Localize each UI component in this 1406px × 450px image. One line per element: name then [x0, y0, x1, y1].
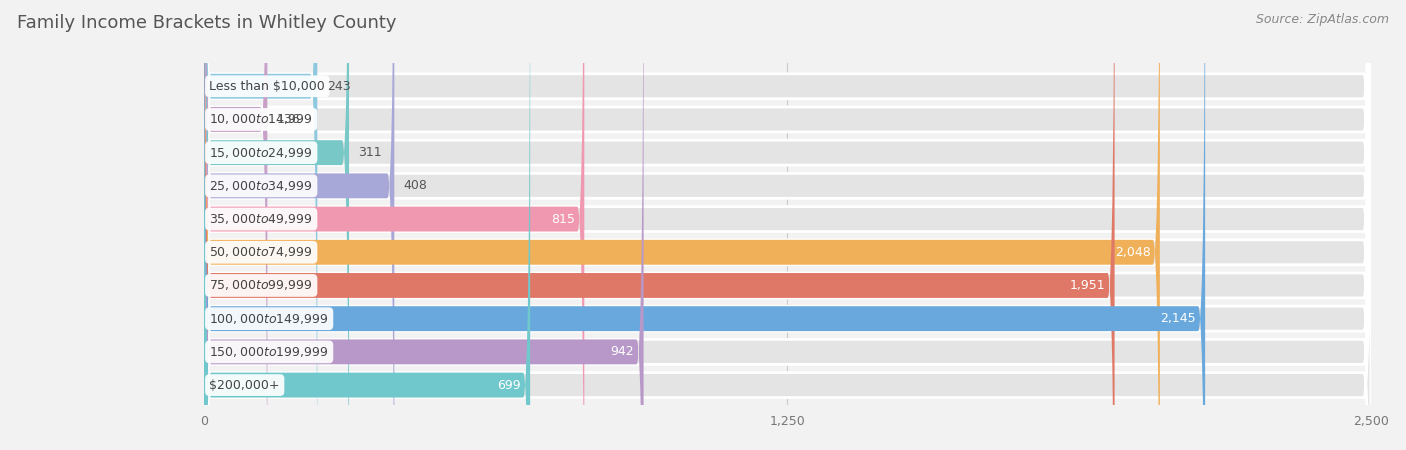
Text: $10,000 to $14,999: $10,000 to $14,999 [209, 112, 314, 126]
FancyBboxPatch shape [204, 0, 267, 450]
Text: $100,000 to $149,999: $100,000 to $149,999 [209, 312, 329, 326]
Text: 2,048: 2,048 [1115, 246, 1150, 259]
FancyBboxPatch shape [204, 0, 1115, 450]
Text: $75,000 to $99,999: $75,000 to $99,999 [209, 279, 314, 292]
Text: Less than $10,000: Less than $10,000 [209, 80, 325, 93]
FancyBboxPatch shape [204, 0, 644, 450]
Text: $50,000 to $74,999: $50,000 to $74,999 [209, 245, 314, 259]
FancyBboxPatch shape [204, 0, 1371, 450]
FancyBboxPatch shape [204, 0, 1371, 450]
Text: 942: 942 [610, 345, 634, 358]
FancyBboxPatch shape [204, 0, 530, 450]
Text: 1,951: 1,951 [1070, 279, 1105, 292]
FancyBboxPatch shape [204, 0, 1371, 450]
FancyBboxPatch shape [204, 0, 585, 450]
Text: $35,000 to $49,999: $35,000 to $49,999 [209, 212, 314, 226]
Text: $15,000 to $24,999: $15,000 to $24,999 [209, 146, 314, 160]
Text: Family Income Brackets in Whitley County: Family Income Brackets in Whitley County [17, 14, 396, 32]
Text: $25,000 to $34,999: $25,000 to $34,999 [209, 179, 314, 193]
FancyBboxPatch shape [204, 0, 1371, 450]
Text: 311: 311 [359, 146, 382, 159]
FancyBboxPatch shape [204, 0, 1205, 450]
Text: 699: 699 [498, 378, 520, 392]
Text: 815: 815 [551, 212, 575, 225]
FancyBboxPatch shape [204, 0, 1371, 450]
Text: $150,000 to $199,999: $150,000 to $199,999 [209, 345, 329, 359]
FancyBboxPatch shape [204, 0, 394, 450]
FancyBboxPatch shape [204, 0, 349, 450]
FancyBboxPatch shape [204, 0, 318, 450]
Text: 243: 243 [326, 80, 350, 93]
FancyBboxPatch shape [204, 0, 1371, 450]
Text: Source: ZipAtlas.com: Source: ZipAtlas.com [1256, 14, 1389, 27]
FancyBboxPatch shape [204, 0, 1371, 450]
Text: 136: 136 [277, 113, 301, 126]
FancyBboxPatch shape [204, 0, 1371, 450]
Text: $200,000+: $200,000+ [209, 378, 280, 392]
FancyBboxPatch shape [204, 0, 1371, 450]
FancyBboxPatch shape [204, 0, 1160, 450]
Text: 2,145: 2,145 [1160, 312, 1197, 325]
FancyBboxPatch shape [204, 0, 1371, 450]
Text: 408: 408 [404, 180, 427, 192]
